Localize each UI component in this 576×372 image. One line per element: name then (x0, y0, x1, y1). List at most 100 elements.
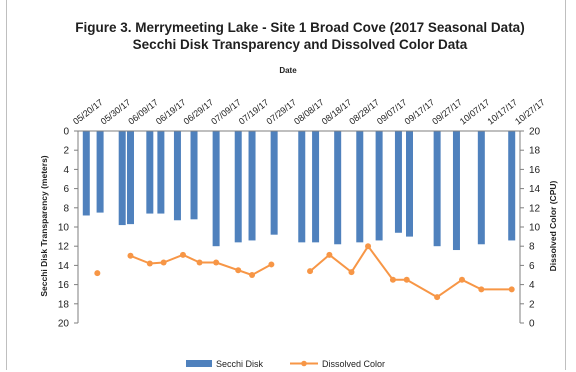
date-label: 08/28/17 (347, 97, 381, 126)
legend-label-secchi: Secchi Disk (216, 359, 264, 369)
left-tick-label: 16 (58, 280, 70, 291)
secchi-bar (433, 131, 441, 247)
left-tick-label: 20 (58, 319, 70, 330)
color-point (146, 260, 153, 267)
right-tick-label: 4 (529, 280, 535, 291)
secchi-bar (477, 131, 485, 245)
right-axis-ticks: 0 2 4 6 8 10 12 14 16 18 20 (520, 127, 541, 330)
left-axis-title: Secchi Disk Transparency (meters) (39, 155, 49, 296)
legend-swatch-color-marker (301, 360, 307, 367)
chart-frame (6, 0, 566, 370)
color-point (348, 269, 355, 276)
color-point (127, 252, 134, 259)
x-axis-title: Date (279, 66, 297, 75)
color-line-segment (309, 245, 512, 299)
color-point (389, 276, 396, 283)
secchi-bar (298, 131, 306, 243)
right-tick-label: 14 (529, 184, 541, 195)
chart-subtitle: Secchi Disk Transparency and Dissolved C… (133, 37, 468, 52)
secchi-bar (356, 131, 364, 243)
left-tick-label: 4 (63, 165, 69, 176)
secchi-bar (118, 131, 126, 226)
date-label: 06/19/17 (154, 97, 188, 126)
color-point (94, 270, 101, 277)
color-point (458, 276, 465, 283)
secchi-bar (375, 131, 383, 241)
right-tick-label: 2 (529, 299, 535, 310)
date-label: 07/19/17 (237, 97, 271, 126)
right-tick-label: 16 (529, 165, 541, 176)
color-point (160, 259, 167, 266)
date-label: 05/30/17 (99, 97, 133, 126)
secchi-bar (82, 131, 90, 216)
date-label: 07/29/17 (264, 97, 298, 126)
right-tick-label: 6 (529, 261, 535, 272)
color-point (326, 251, 333, 258)
left-tick-label: 6 (63, 184, 69, 195)
secchi-bar (394, 131, 402, 233)
color-point (403, 276, 410, 283)
color-point (213, 259, 220, 266)
secchi-bar (452, 131, 460, 251)
color-point (196, 259, 203, 266)
right-tick-label: 18 (529, 146, 541, 157)
right-tick-label: 12 (529, 203, 541, 214)
date-label: 06/09/17 (126, 97, 160, 126)
color-point (365, 243, 372, 250)
color-point (249, 272, 256, 278)
left-tick-label: 12 (58, 242, 70, 253)
right-tick-label: 8 (529, 242, 535, 253)
secchi-bar (406, 131, 413, 237)
date-label: 10/27/17 (513, 97, 547, 126)
color-point (508, 286, 515, 293)
secchi-bar (157, 131, 165, 214)
secchi-bar (312, 131, 320, 243)
date-label: 08/08/17 (292, 97, 326, 126)
color-point (307, 268, 314, 275)
secchi-bar (334, 131, 342, 245)
right-axis-title: Dissolved Color (CPU) (548, 180, 558, 271)
left-tick-label: 2 (63, 146, 69, 157)
date-label: 10/07/17 (458, 97, 492, 126)
date-label: 09/27/17 (430, 97, 464, 126)
left-tick-label: 14 (58, 261, 70, 272)
legend-label-color: Dissolved Color (322, 359, 385, 369)
secchi-bar (190, 131, 198, 220)
right-tick-label: 10 (529, 223, 541, 234)
right-tick-label: 20 (529, 127, 541, 138)
secchi-bar (146, 131, 154, 214)
right-tick-label: 0 (529, 319, 535, 330)
date-label: 10/17/17 (485, 97, 519, 126)
secchi-bar (173, 131, 181, 221)
secchi-bar (212, 131, 220, 247)
chart-title: Figure 3. Merrymeeting Lake - Site 1 Bro… (75, 20, 524, 35)
secchi-bar (508, 131, 516, 241)
color-point (268, 261, 275, 268)
secchi-bars (82, 131, 516, 251)
date-tick-labels: 05/20/1705/30/1706/09/1706/19/1706/29/17… (71, 97, 547, 126)
secchi-bar (270, 131, 278, 235)
date-label: 06/29/17 (182, 97, 216, 126)
left-tick-label: 0 (63, 127, 69, 138)
date-label: 05/20/17 (71, 97, 105, 126)
color-point (434, 294, 441, 301)
dissolved-color-line (94, 243, 515, 301)
color-point (478, 286, 485, 293)
secchi-bar (96, 131, 104, 213)
secchi-bar (234, 131, 242, 243)
legend-swatch-secchi (186, 360, 212, 367)
date-label: 08/18/17 (320, 97, 354, 126)
color-point (235, 267, 242, 274)
left-tick-label: 10 (58, 223, 70, 234)
left-tick-label: 18 (58, 299, 70, 310)
date-label: 09/17/17 (403, 97, 437, 126)
left-axis-ticks: 0 2 4 6 8 10 12 14 16 18 20 (58, 127, 78, 330)
secchi-bar (126, 131, 134, 225)
date-label: 09/07/17 (375, 97, 409, 126)
left-tick-label: 8 (63, 203, 69, 214)
legend: Secchi Disk Dissolved Color (186, 359, 385, 369)
secchi-bar (248, 131, 256, 241)
date-label: 07/09/17 (209, 97, 243, 126)
color-point (179, 251, 186, 258)
